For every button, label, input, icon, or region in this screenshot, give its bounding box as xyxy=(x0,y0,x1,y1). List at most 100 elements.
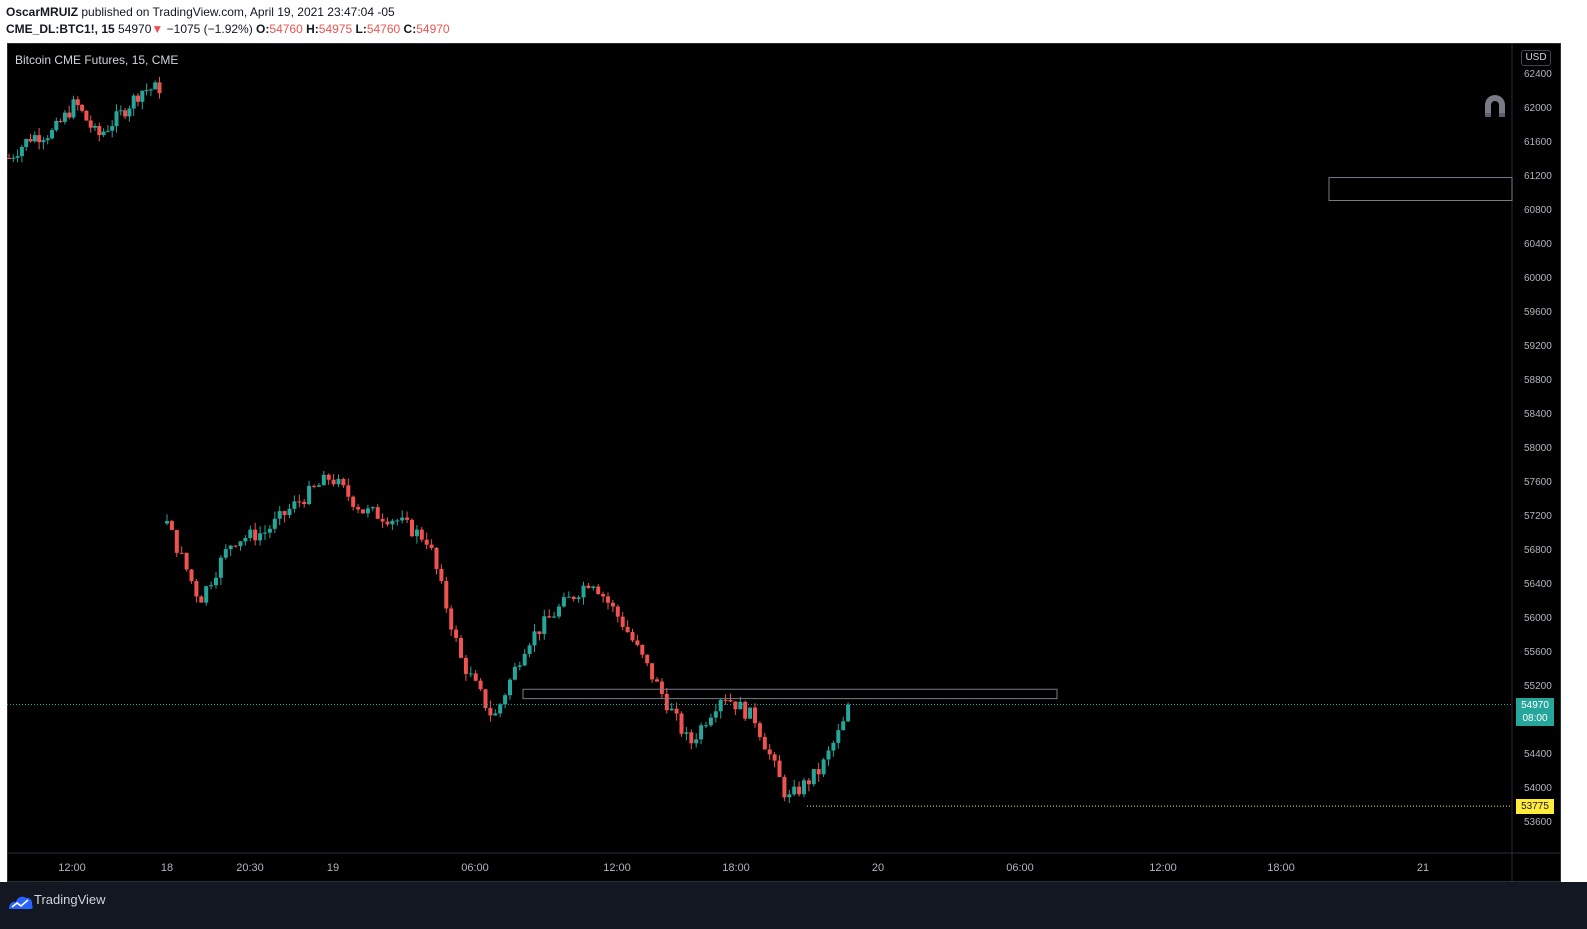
low-label: L: xyxy=(355,22,367,36)
candle-body xyxy=(816,769,821,775)
x-tick-label: 12:00 xyxy=(603,862,631,874)
candle-body xyxy=(802,780,806,795)
candle-body xyxy=(7,158,11,159)
candle-body xyxy=(84,110,89,121)
candle-body xyxy=(370,507,375,509)
close-label: C: xyxy=(403,22,417,36)
x-tick-label: 06:00 xyxy=(461,862,489,874)
y-tick-label: 55200 xyxy=(1524,681,1552,692)
candle-body xyxy=(708,717,713,726)
candle-body xyxy=(312,485,316,487)
candle-body xyxy=(307,485,312,505)
candle-body xyxy=(37,135,42,143)
candle-body xyxy=(19,146,24,157)
y-tick-label: 58000 xyxy=(1524,443,1552,454)
candle-body xyxy=(547,616,552,618)
candle-body xyxy=(336,479,341,485)
candle-body xyxy=(581,585,586,598)
footer-bar: TradingView xyxy=(0,882,1587,929)
candle-body xyxy=(184,552,189,570)
candle-body xyxy=(841,721,846,731)
candle-body xyxy=(650,663,655,680)
candle-body xyxy=(302,501,307,505)
y-tick-label: 62400 xyxy=(1524,69,1552,80)
candle-body xyxy=(522,653,527,666)
candle-body xyxy=(444,581,449,609)
candle-body xyxy=(566,596,571,598)
candle-body xyxy=(478,680,483,690)
candle-body xyxy=(723,699,728,701)
candle-body xyxy=(356,506,361,510)
candle-body xyxy=(699,725,704,740)
tradingview-logo-icon[interactable] xyxy=(8,894,34,910)
author-name[interactable]: OscarMRUIZ xyxy=(6,5,79,19)
candle-body xyxy=(694,739,699,744)
candle-body xyxy=(11,157,16,159)
candle-body xyxy=(189,569,194,582)
candle-body xyxy=(390,520,395,525)
x-tick-label: 06:00 xyxy=(1006,862,1034,874)
candle-body xyxy=(669,708,674,711)
candle-body xyxy=(110,126,115,131)
y-tick-label: 59600 xyxy=(1524,307,1552,318)
y-tick-label: 56000 xyxy=(1524,613,1552,624)
candle-body xyxy=(635,640,640,646)
candle-body xyxy=(846,704,851,722)
candle-body xyxy=(204,586,209,603)
candle-body xyxy=(375,507,380,519)
publish-header: OscarMRUIZ published on TradingView.com,… xyxy=(0,0,1587,43)
candlestick-chart[interactable]: 62400 62000 61600 61200 60800 60400 60000 59600… xyxy=(7,43,1561,882)
y-tick-label: 61200 xyxy=(1524,171,1552,182)
magnet-icon[interactable] xyxy=(1482,93,1508,119)
candle-body xyxy=(169,521,174,530)
y-tick-label: 58400 xyxy=(1524,409,1552,420)
candle-body xyxy=(287,508,292,516)
candle-body xyxy=(218,557,223,578)
candle-body xyxy=(199,596,204,603)
chart-frame[interactable] xyxy=(7,43,1561,882)
candle-body xyxy=(58,120,63,122)
candle-body xyxy=(228,545,233,550)
candle-body xyxy=(836,730,841,743)
candle-body xyxy=(165,521,169,524)
y-tick-label: 55600 xyxy=(1524,647,1552,658)
candle-body xyxy=(659,681,664,694)
candle-body xyxy=(493,713,498,716)
candle-body xyxy=(655,679,659,682)
candle-body xyxy=(140,90,145,102)
candle-body xyxy=(410,519,414,537)
candle-body xyxy=(704,725,708,727)
candle-body xyxy=(148,89,153,91)
candle-body xyxy=(114,111,119,127)
candle-body xyxy=(174,529,179,553)
candle-body xyxy=(248,529,253,539)
candle-body xyxy=(243,538,248,542)
candle-body xyxy=(439,568,444,582)
candle-body xyxy=(351,496,356,507)
price-change: −1075 (−1.92%) xyxy=(166,22,253,36)
candle-body xyxy=(292,501,297,509)
candle-body xyxy=(28,139,33,142)
y-tick-label: 56400 xyxy=(1524,579,1552,590)
y-tick-label: 58800 xyxy=(1524,375,1552,386)
candle-body xyxy=(645,654,650,664)
close-value: 54970 xyxy=(416,22,450,36)
candle-body xyxy=(713,711,718,718)
candle-body xyxy=(591,586,596,589)
candle-body xyxy=(434,547,439,569)
down-arrow-icon: ▼ xyxy=(151,22,164,36)
quote-line: CME_DL:BTC1!, 15 54970▼ −1075 (−1.92%) O… xyxy=(6,22,450,36)
candle-body xyxy=(689,732,694,744)
candle-body xyxy=(557,606,561,617)
candle-body xyxy=(297,501,302,503)
candle-body xyxy=(821,759,826,775)
candle-body xyxy=(62,112,67,122)
candle-body xyxy=(640,645,645,655)
tradingview-brand[interactable]: TradingView xyxy=(34,892,106,907)
candle-body xyxy=(586,585,591,589)
open-label: O: xyxy=(256,22,270,36)
candle-body xyxy=(101,131,106,136)
candle-body xyxy=(97,126,102,136)
currency-badge[interactable]: USD xyxy=(1521,50,1551,66)
candle-body xyxy=(797,786,802,795)
